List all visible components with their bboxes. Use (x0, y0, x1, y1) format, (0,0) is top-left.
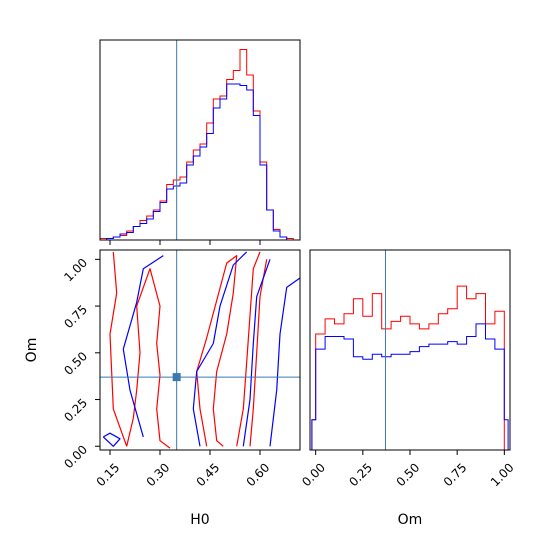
om-marginal-tick-label: 0.50 (394, 460, 423, 489)
om-marginal-axis-label: Om (398, 512, 423, 528)
contour-group (102, 251, 300, 449)
om-marginal-tick-label: 0.75 (441, 460, 470, 489)
contour-red-2 (196, 255, 238, 447)
h0-marginal-plot (100, 40, 300, 241)
h0-om-panel: 0.15 0.30 0.45 0.600.000.250.500.751.00 H0 … (24, 249, 301, 528)
om-tick-label: 0.75 (61, 302, 90, 331)
h0-tick-label: 0.30 (144, 460, 173, 489)
h0-marginal-ticks (109, 240, 261, 245)
h0-om-contours (100, 250, 300, 450)
contour-blue-7 (242, 259, 271, 447)
contour-red-0 (126, 268, 171, 449)
truth-marker (172, 373, 181, 382)
om-marginal-tick-label: 0.00 (299, 460, 328, 489)
contour-red-1 (109, 251, 128, 447)
om-marginal-tick-label: 1.00 (488, 460, 517, 489)
contour-blue-9 (102, 432, 121, 447)
om-hist-red-series (311, 285, 509, 451)
om-tick-label: 1.00 (61, 256, 90, 285)
om-marginal-frame (309, 249, 511, 451)
om-marginal-panel: 0.00 0.25 0.50 0.75 1.00 Om (299, 249, 517, 528)
contour-red-4 (249, 259, 268, 447)
contour-blue-6 (192, 251, 248, 447)
h0-hist-blue-series (100, 83, 300, 241)
contour-blue-5 (122, 255, 164, 438)
h0-tick-label: 0.45 (194, 460, 223, 489)
om-axis-label: Om (24, 338, 40, 363)
om-tick-label: 0.50 (61, 349, 90, 378)
h0-axis-label: H0 (190, 512, 209, 528)
h0-om-ticks: 0.15 0.30 0.45 0.60 0.00 0.25 0.50 0.75 1.00 (61, 256, 272, 490)
h0-hist-red-series (100, 49, 300, 241)
contour-blue-8 (269, 277, 300, 447)
om-hist-blue-series (311, 323, 509, 450)
h0-tick-label: 0.60 (244, 460, 273, 489)
om-marginal-ticks: 0.00 0.25 0.50 0.75 1.00 (299, 450, 517, 489)
om-tick-label: 0.25 (61, 396, 90, 425)
om-marginal-tick-label: 0.25 (346, 460, 375, 489)
h0-marginal-frame (99, 39, 301, 241)
h0-tick-label: 0.15 (94, 460, 123, 489)
om-marginal-plot (311, 250, 509, 451)
om-tick-label: 0.00 (61, 442, 90, 471)
contour-red-3 (236, 251, 261, 447)
h0-marginal-panel (99, 39, 301, 245)
h0-om-frame (99, 249, 301, 451)
